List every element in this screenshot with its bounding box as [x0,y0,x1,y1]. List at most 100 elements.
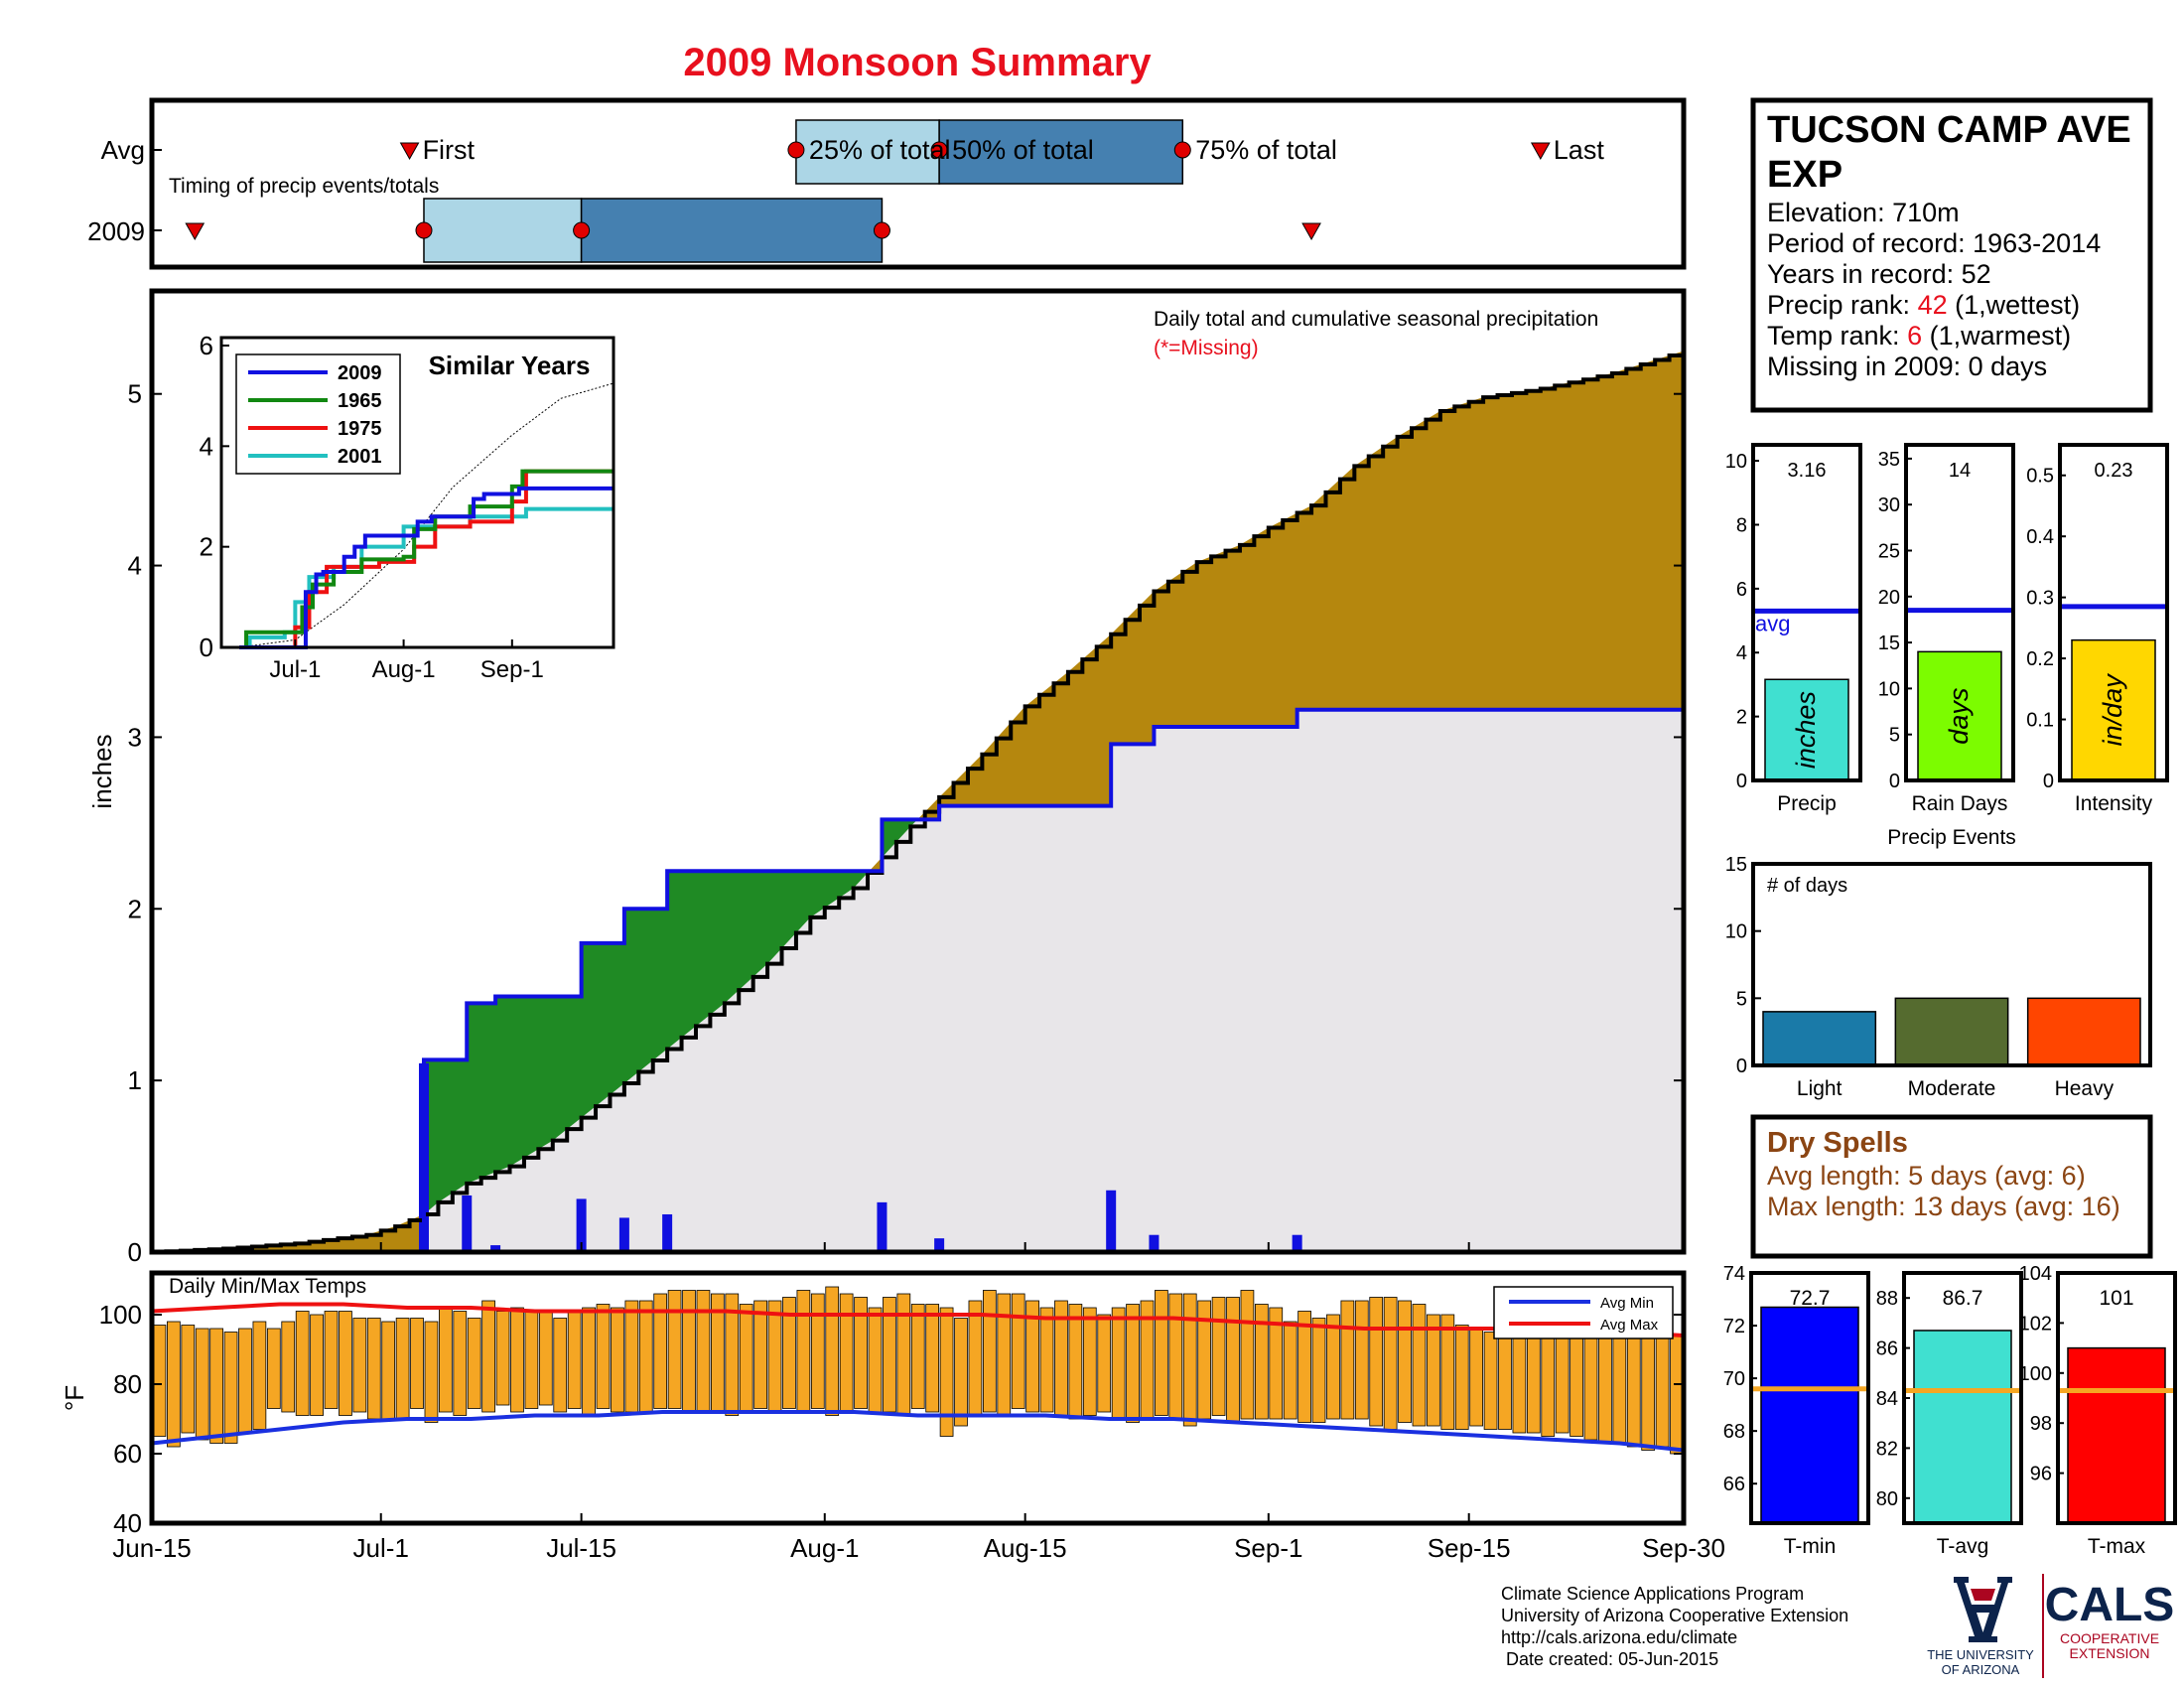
daily-temp-bar [982,1290,997,1413]
temp-stat-category-label: T-max [2088,1535,2146,1558]
daily-precip-bar [576,1198,587,1252]
cals-logo-main: CALS [2045,1579,2175,1631]
stat-y-tick-label: 0.5 [2026,466,2054,488]
event-bar-Moderate [1894,997,2009,1066]
main-plot-frame [149,288,1687,1255]
inset-legend-label: 2009 [338,362,382,384]
daily-temp-bar [1155,1290,1168,1416]
daily-temp-bar [1483,1332,1498,1430]
temp-stat-y-tick-label: 84 [1876,1388,1898,1410]
daily-temp-bar [1427,1314,1440,1427]
daily-temp-bar [753,1300,767,1409]
timing-label-first: First [423,135,476,165]
daily-temp-bar [223,1332,238,1444]
events-y-tick-label: 0 [1736,1055,1747,1077]
temp-axis: 40 60 80 100 Jun-15 Jul-1 Jul-15 Aug-1 Aug-15 Sep… [99,1242,1725,1563]
stat-panel-frame [2058,443,2169,782]
daily-temp-bar [1440,1314,1455,1430]
similar-years-inset: 0 2 4 6 Jul-1 Aug-1 Sep-1 Similar Years 2009 19… [200,331,615,683]
daily-temp-bar [638,1300,653,1413]
daily-temp-bar [954,1318,968,1427]
ua-logo-text-1: THE UNIVERSITY [1927,1647,2034,1662]
daily-precip-bar [1106,1190,1117,1252]
stat-category-label: Precip [1777,792,1837,815]
events-y-tick-label: 15 [1725,854,1747,876]
temp-plot-frame [149,1270,1687,1526]
daily-temp-bar [238,1328,252,1434]
temp-stat-y-tick-label: 86 [1876,1338,1898,1360]
daily-temp-bar [1082,1307,1097,1416]
station-precip-rank: Precip rank: 42 (1,wettest) [1767,290,2080,320]
daily-temp-bar [1383,1297,1398,1430]
stat-panel-frame [1904,443,2015,782]
stat-category-label: Intensity [2075,792,2153,815]
temp-stat-y-tick-label: 102 [2019,1313,2052,1335]
timing-caption: Timing of precip events/totals [169,175,439,198]
daily-temp-bar [1097,1314,1112,1413]
timing-row-label-avg: Avg [101,135,145,165]
temp-stat-category-label: T-min [1784,1535,1837,1558]
daily-temp-bar [596,1304,611,1409]
figure-title: 2009 Monsoon Summary [683,41,1152,84]
stat-unit-label: inches [1791,691,1821,769]
x-tick-label: Sep-30 [1642,1533,1725,1563]
dry-spells-frame [1750,1114,2153,1259]
daily-temp-bar [281,1321,296,1413]
stat-y-tick-label: 20 [1878,587,1900,609]
daily-temp-bar [1311,1318,1326,1423]
stat-value-label: 14 [1949,460,1971,482]
avg-last-marker [1530,142,1551,161]
events-ylabel: # of days [1767,875,1847,897]
inset-x-tick-label: Sep-1 [480,656,544,683]
inset-legend-label: 1975 [338,418,382,440]
station-name-line2: EXP [1767,154,1843,196]
daily-temp-bar [624,1300,639,1413]
year-50-75-box [580,198,884,263]
stat-unit-label: days [1944,688,1974,745]
daily-temp-bar [782,1297,796,1409]
main-y-tick-label: 1 [128,1065,142,1095]
daily-temp-bar [1598,1321,1612,1444]
average-cumulative-line [152,351,1686,1254]
daily-temp-bar [1211,1297,1226,1416]
season-precip-stats: 0 2 4 6 8 10 3.16 inches Precip avg 0 5 10 15 20 25 30 35… [1725,443,2169,815]
daily-temp-bar [667,1290,682,1409]
daily-precip-bar [618,1217,629,1252]
temp-stat-category-label: T-avg [1937,1535,1989,1558]
stat-y-tick-label: 4 [1736,642,1747,664]
temp-stat-frame [1749,1271,1870,1525]
main-y-tick-label: 2 [128,894,142,923]
temp-stat-value-label: 86.7 [1943,1287,1983,1310]
x-tick-label: Jun-15 [112,1533,192,1563]
year-25-50-box [423,198,583,263]
daily-temp-bar [1168,1293,1183,1420]
daily-temp-bar [796,1290,811,1413]
daily-temp-bar [538,1311,553,1406]
temp-stat-y-tick-label: 68 [1723,1421,1745,1443]
daily-temp-bar [1011,1293,1025,1409]
inset-title: Similar Years [429,351,591,380]
stat-y-tick-label: 10 [1725,451,1747,473]
inset-x-tick-label: Aug-1 [372,656,436,683]
season-temp-stats: 66 68 70 72 74 72.7 T-min 80 82 84 86 88 86.7 T-avg 96… [1723,1263,2177,1558]
stat-y-tick-label: 0.2 [2026,648,2054,670]
station-years: Years in record: 52 [1767,259,1991,289]
avg-25-marker [787,141,805,159]
main-y-tick-label: 4 [128,551,142,581]
stat-y-tick-label: 0.3 [2026,588,2054,610]
daily-temp-bar [1283,1321,1297,1420]
daily-temp-bar [653,1293,668,1409]
temp-y-tick-label: 100 [99,1300,142,1330]
dry-spells-title: Dry Spells [1767,1127,1908,1159]
daily-temp-bar [352,1318,367,1413]
block-a-icon [1954,1577,2012,1642]
daily-temp-bar [854,1297,868,1409]
inset-series-line-2009 [239,486,614,649]
temp-y-axis-label: °F [60,1385,89,1411]
daily-temp-bar [1354,1300,1369,1420]
avg-min-line [151,1410,1685,1453]
year-first-marker [185,222,205,241]
station-info-frame [1750,97,2153,413]
inset-y-tick-label: 6 [200,331,213,360]
station-elevation: Elevation: 710m [1767,198,1960,227]
